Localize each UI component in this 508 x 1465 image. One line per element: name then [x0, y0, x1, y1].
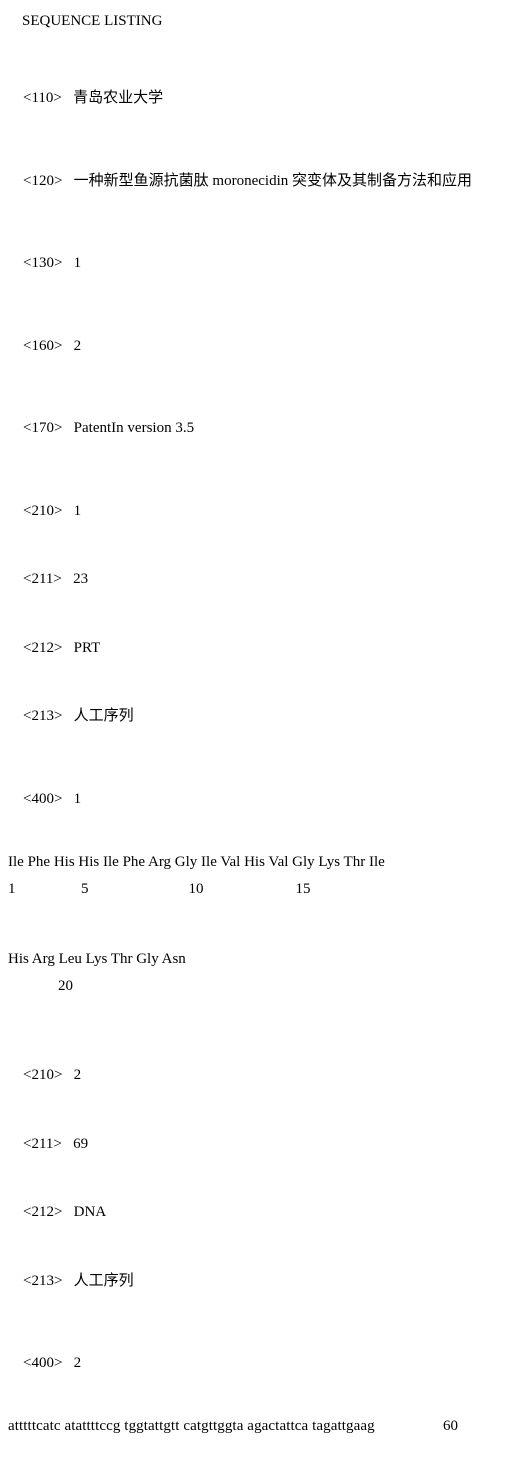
b1-210: <210> 1: [8, 482, 500, 541]
ruler1-5: 5: [9, 880, 89, 900]
tag-110: <110> 青岛农业大学: [8, 70, 500, 129]
b2-400-label: <400>: [23, 1355, 62, 1371]
tag-110-label: <110>: [23, 90, 62, 106]
seq1-row1: Ile Phe His His Ile Phe Arg Gly Ile Val …: [8, 853, 500, 873]
b2-400-value: 2: [74, 1355, 82, 1371]
tag-130: <130> 1: [8, 235, 500, 294]
b2-210: <210> 2: [8, 1047, 500, 1106]
b2-212: <212> DNA: [8, 1184, 500, 1243]
b2-213: <213> 人工序列: [8, 1252, 500, 1311]
b1-400-label: <400>: [23, 791, 62, 807]
tag-120-value: 一种新型鱼源抗菌肽 moronecidin 突变体及其制备方法和应用: [74, 173, 472, 189]
b1-211-value: 23: [73, 571, 88, 587]
b1-211-label: <211>: [23, 571, 62, 587]
seq1-row2-text: His Arg Leu Lys Thr Gly Asn: [8, 950, 186, 970]
tag-130-value: 1: [74, 255, 82, 271]
b2-211: <211> 69: [8, 1115, 500, 1174]
b2-210-label: <210>: [23, 1067, 62, 1083]
b1-213: <213> 人工序列: [8, 688, 500, 747]
dna-row-1: atttttcatc atattttccg tggtattgtt catgttg…: [8, 1417, 500, 1437]
seq1-row2: His Arg Leu Lys Thr Gly Asn: [8, 950, 500, 970]
sequence-listing-page: SEQUENCE LISTING <110> 青岛农业大学 <120> 一种新型…: [0, 0, 508, 1465]
tag-160: <160> 2: [8, 317, 500, 376]
b1-400: <400> 1: [8, 770, 500, 829]
header-title: SEQUENCE LISTING: [22, 12, 500, 32]
ruler1-15: 15: [204, 880, 311, 900]
b1-212-value: PRT: [74, 640, 101, 656]
b1-212: <212> PRT: [8, 619, 500, 678]
tag-110-value: 青岛农业大学: [73, 90, 163, 106]
b1-400-value: 1: [74, 791, 82, 807]
b1-210-label: <210>: [23, 503, 62, 519]
b1-211: <211> 23: [8, 551, 500, 610]
seq1-row1-text: Ile Phe His His Ile Phe Arg Gly Ile Val …: [8, 853, 385, 873]
b1-210-value: 1: [74, 503, 82, 519]
dna-len-1: 60: [443, 1417, 500, 1437]
seq1-ruler2: 20: [8, 977, 500, 997]
tag-120-label: <120>: [23, 173, 62, 189]
tag-170: <170> PatentIn version 3.5: [8, 400, 500, 459]
tag-160-label: <160>: [23, 338, 62, 354]
dna-seq-1: atttttcatc atattttccg tggtattgtt catgttg…: [8, 1417, 375, 1437]
b2-210-value: 2: [74, 1067, 82, 1083]
tag-170-value: PatentIn version 3.5: [74, 420, 194, 436]
tag-160-value: 2: [74, 338, 82, 354]
b2-400: <400> 2: [8, 1335, 500, 1394]
tag-170-label: <170>: [23, 420, 62, 436]
b2-212-value: DNA: [74, 1204, 107, 1220]
b2-211-label: <211>: [23, 1136, 62, 1152]
b2-211-value: 69: [73, 1136, 88, 1152]
ruler2-20: 20: [8, 977, 73, 997]
tag-130-label: <130>: [23, 255, 62, 271]
b2-213-value: 人工序列: [74, 1273, 134, 1289]
b1-213-value: 人工序列: [74, 708, 134, 724]
ruler1-10: 10: [89, 880, 204, 900]
b2-212-label: <212>: [23, 1204, 62, 1220]
b1-213-label: <213>: [23, 708, 62, 724]
b1-212-label: <212>: [23, 640, 62, 656]
b2-213-label: <213>: [23, 1273, 62, 1289]
tag-120: <120> 一种新型鱼源抗菌肽 moronecidin 突变体及其制备方法和应用: [8, 152, 500, 211]
seq1-ruler1: 1 5 10 15: [8, 880, 500, 900]
